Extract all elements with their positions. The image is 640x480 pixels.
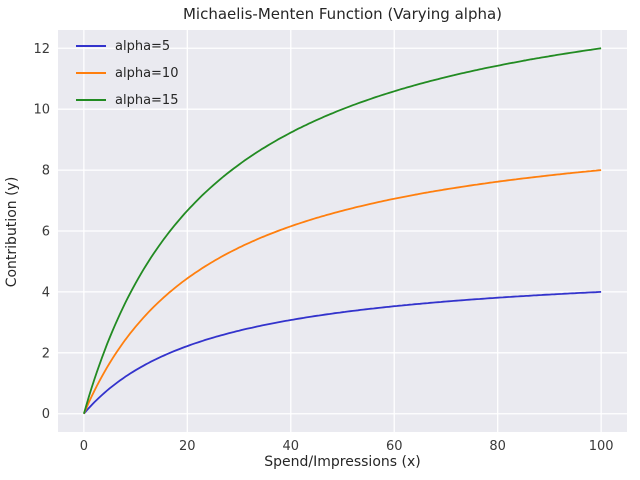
x-tick-label: 80	[489, 439, 506, 454]
x-tick-label: 100	[589, 439, 614, 454]
x-axis-label: Spend/Impressions (x)	[264, 454, 421, 470]
y-tick-label: 4	[42, 285, 50, 300]
curve-alpha=10	[83, 169, 602, 415]
legend-label: alpha=5	[115, 38, 171, 54]
y-tick-label: 8	[42, 164, 50, 179]
x-tick-label: 40	[282, 439, 299, 454]
x-tick-label: 60	[386, 439, 403, 454]
legend-label: alpha=10	[115, 65, 179, 81]
x-tick-label: 20	[179, 439, 196, 454]
y-tick-label: 6	[42, 225, 50, 240]
legend: alpha=5 alpha=10 alpha=15	[70, 33, 184, 113]
legend-line-swatch-alpha-10	[76, 72, 106, 74]
legend-item: alpha=10	[76, 64, 178, 82]
y-axis-label: Contribution (y)	[4, 176, 20, 288]
curve-alpha=15	[83, 47, 602, 414]
legend-label: alpha=15	[115, 92, 179, 108]
legend-line-swatch-alpha-5	[76, 45, 106, 47]
chart-title: Michaelis-Menten Function (Varying alpha…	[182, 5, 503, 23]
y-tick-label: 12	[33, 42, 50, 57]
legend-item: alpha=15	[76, 91, 178, 109]
curve-alpha=5	[83, 291, 602, 415]
y-tick-label: 2	[42, 346, 50, 361]
y-tick-label: 10	[33, 103, 50, 118]
legend-item: alpha=5	[76, 37, 178, 55]
y-tick-label: 0	[42, 407, 50, 422]
x-tick-label: 0	[80, 439, 88, 454]
legend-line-swatch-alpha-15	[76, 99, 106, 101]
